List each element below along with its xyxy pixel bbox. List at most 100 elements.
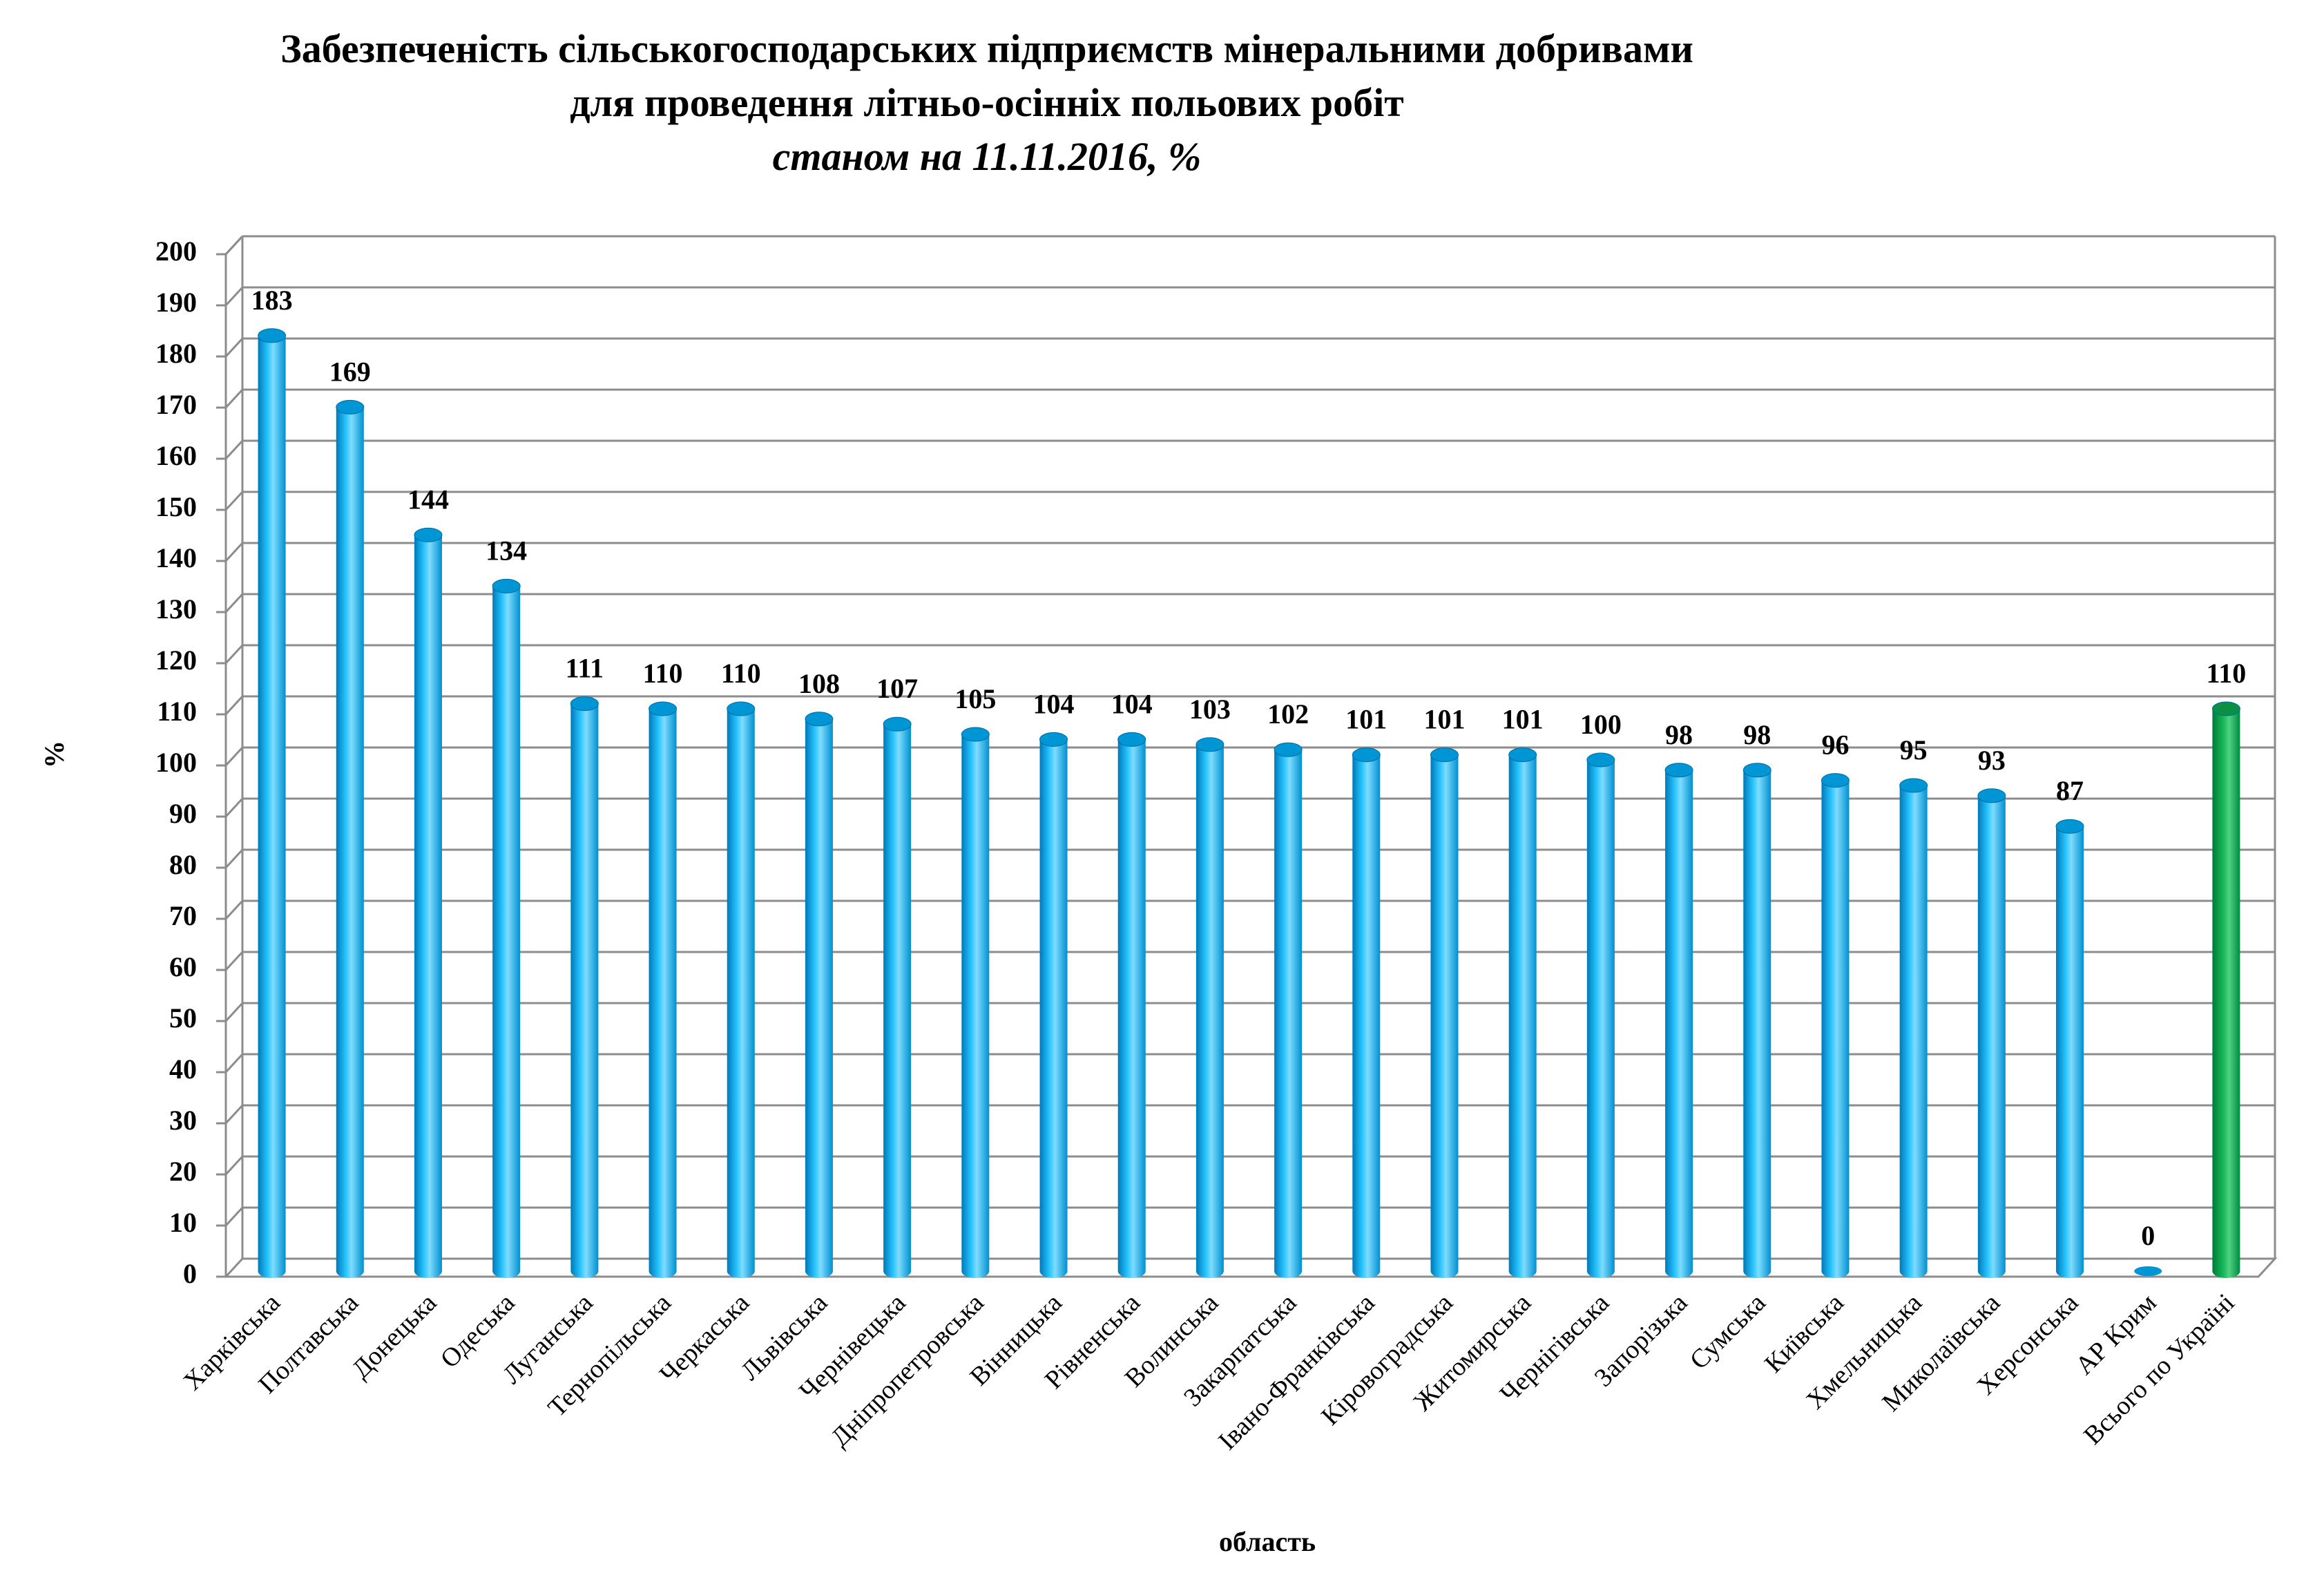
gridline-side: [224, 439, 244, 460]
gridline-side: [224, 951, 244, 971]
gridline-side: [224, 542, 244, 562]
bar-body: [1508, 754, 1537, 1278]
chart-title-line-2: для проведення літньо-осінніх польових р…: [570, 80, 1403, 125]
bar-cap: [336, 399, 365, 415]
bar-body: [2212, 709, 2240, 1278]
x-axis-ticks: ХарківськаПолтавськаДонецькаОдеськаЛуган…: [178, 1288, 2240, 1456]
bar: [961, 727, 990, 1278]
bar-cap: [649, 701, 678, 716]
data-label: 101: [1502, 704, 1544, 735]
gridline-side: [224, 1206, 244, 1227]
gridline-side: [224, 695, 244, 716]
bar-cap: [1742, 763, 1771, 778]
gridline-side: [224, 235, 244, 256]
data-label: 100: [1580, 709, 1622, 740]
gridline-side: [224, 644, 244, 665]
bar-cap: [1586, 752, 1615, 768]
bar-body: [1821, 780, 1850, 1278]
y-tick-label: 110: [157, 696, 197, 727]
gridline-side: [224, 593, 244, 613]
bar: [414, 527, 443, 1278]
x-axis-title: область: [1219, 1526, 1316, 1557]
bar: [1977, 788, 2006, 1278]
bar-cap: [883, 716, 912, 732]
bar: [1274, 742, 1303, 1278]
y-tick-label: 130: [155, 593, 197, 625]
data-label: 98: [1743, 719, 1771, 750]
data-label: 102: [1267, 698, 1309, 730]
bar-cap: [1195, 737, 1225, 752]
bar: [1742, 763, 1771, 1278]
gridline-side: [224, 1155, 244, 1176]
data-label: 110: [2207, 658, 2247, 689]
bar-cap: [258, 328, 287, 343]
data-label: 101: [1423, 704, 1465, 735]
bar-cap: [1821, 773, 1850, 788]
bar: [1352, 747, 1381, 1278]
x-tick-label: Донецька: [346, 1288, 442, 1384]
bar: [492, 578, 521, 1278]
bar-body: [1039, 739, 1068, 1278]
bar-body: [2056, 826, 2084, 1278]
bar: [258, 328, 287, 1278]
bar-cap: [1664, 763, 1693, 778]
y-tick-label: 70: [169, 900, 197, 931]
y-tick-label: 140: [155, 542, 197, 573]
bar: [2134, 1266, 2162, 1276]
gridline-side: [224, 848, 244, 869]
y-tick-label: 200: [155, 236, 197, 267]
data-label: 95: [1900, 734, 1928, 765]
bar: [570, 696, 599, 1278]
bar: [336, 399, 365, 1278]
data-label: 103: [1189, 694, 1231, 725]
y-tick-label: 190: [155, 287, 197, 318]
floor: [223, 1257, 2278, 1278]
data-label: 98: [1665, 719, 1693, 750]
data-label: 183: [251, 285, 293, 316]
bar-body: [1195, 744, 1224, 1278]
bar-body: [336, 407, 364, 1278]
gridline-side: [224, 1053, 244, 1074]
bar: [1117, 732, 1146, 1278]
bar-body: [1352, 754, 1381, 1278]
y-tick-label: 90: [169, 798, 197, 829]
bar: [1664, 763, 1693, 1278]
bar-body: [1743, 770, 1771, 1278]
y-tick-label: 50: [169, 1002, 197, 1033]
y-tick-label: 0: [183, 1258, 197, 1289]
gridline-side: [224, 490, 244, 511]
data-label: 105: [954, 683, 996, 714]
data-label: 107: [876, 673, 918, 704]
x-tick-label: Кіровоградська: [1316, 1288, 1459, 1431]
y-axis-title: %: [39, 741, 70, 768]
bar-cap: [1352, 747, 1381, 763]
data-label: 110: [721, 658, 761, 689]
bar-cap: [2055, 819, 2084, 834]
gridline-side: [224, 1002, 244, 1022]
data-label: 101: [1345, 704, 1387, 735]
data-label: 104: [1033, 688, 1075, 719]
bar: [805, 712, 834, 1278]
bar-cap: [2134, 1266, 2162, 1276]
bar-body: [1665, 770, 1693, 1278]
x-tick-label: Сумська: [1684, 1288, 1771, 1375]
bar-body: [492, 586, 521, 1278]
bar-body: [1117, 739, 1146, 1278]
y-tick-label: 170: [155, 389, 197, 420]
y-tick-label: 40: [169, 1054, 197, 1085]
y-axis-ticks: 0 10 20 30 40 50 60 70 80 90 100 110 120 130 140 150 160…: [155, 236, 226, 1289]
bar-body: [570, 703, 599, 1278]
y-tick-label: 160: [155, 440, 197, 471]
data-label: 96: [1821, 730, 1849, 761]
bar: [883, 716, 912, 1278]
bar-body: [258, 335, 286, 1278]
gridline-side: [224, 797, 244, 818]
gridlines: [224, 235, 2275, 1227]
gridline-side: [224, 388, 244, 409]
bar-cap: [961, 727, 990, 742]
data-label: 134: [486, 535, 527, 566]
bar: [649, 701, 678, 1278]
chart-subtitle: станом на 11.11.2016, %: [773, 134, 1202, 179]
y-tick-label: 100: [155, 747, 197, 778]
